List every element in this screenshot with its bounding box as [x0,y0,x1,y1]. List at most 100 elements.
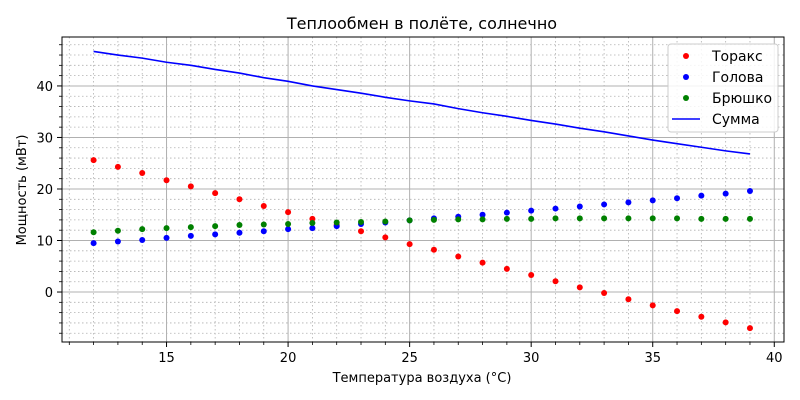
data-point [114,227,121,234]
data-point [674,195,681,202]
data-point [406,217,413,224]
plot-area [61,36,785,343]
legend-dot-marker [683,53,689,59]
y-tick-label: 20 [36,183,53,198]
data-point [528,207,535,214]
y-axis-label: Мощность (мВт) [15,135,30,246]
x-axis: 15 20 25 30 35 40 [68,342,783,366]
data-point [260,221,267,228]
x-tick-label: 15 [158,351,175,366]
x-tick-label: 35 [644,351,661,366]
legend-label: Брюшко [712,91,772,107]
axes-frame [61,36,785,343]
data-point [455,253,462,260]
data-point [503,265,510,272]
data-point [285,221,292,228]
data-point [309,225,316,232]
data-point [698,313,705,320]
data-point [90,240,97,247]
data-point [625,215,632,222]
legend-label: Торакс [711,49,763,65]
x-tick-label: 40 [766,351,783,366]
data-point [236,222,243,229]
data-point [163,177,170,184]
legend-label: Голова [712,70,763,86]
data-point [576,215,583,222]
data-point [358,228,365,235]
data-point [187,183,194,190]
data-point [746,188,753,195]
x-tick-label: 30 [523,351,540,366]
data-point [698,192,705,199]
series-Брюшко [90,215,753,236]
data-point [649,197,656,204]
legend-item: Сумма [672,112,760,128]
legend: Торакс Голова Брюшко Сумма [667,43,779,133]
data-point [139,170,146,177]
chart-title: Теплообмен в полёте, солнечно [286,14,557,33]
data-point [114,238,121,245]
data-point [430,216,437,223]
data-point [625,296,632,303]
data-point [552,205,559,212]
data-point [333,219,340,226]
data-point [187,232,194,239]
data-point [382,218,389,225]
x-tick-label: 20 [280,351,297,366]
data-point [479,216,486,223]
data-point [722,190,729,197]
data-point [528,215,535,222]
y-tick-label: 30 [36,131,53,146]
data-point [698,215,705,222]
data-point [625,199,632,206]
legend-label: Сумма [712,112,760,128]
data-point [285,226,292,233]
x-tick-label: 25 [401,351,418,366]
data-point [528,272,535,279]
data-point [503,209,510,216]
y-axis: 0 10 20 30 40 [36,44,62,334]
legend-box [667,43,779,133]
y-tick-label: 0 [45,286,53,301]
legend-dot-marker [683,95,689,101]
data-point [479,211,486,218]
data-point [601,201,608,208]
legend-item: Торакс [683,49,763,65]
series-Сумма [93,50,751,155]
data-point [163,225,170,232]
legend-item: Голова [683,70,763,86]
data-point [382,234,389,241]
series-Торакс [90,157,753,332]
x-axis-label: Температура воздуха (°C) [332,371,512,386]
data-point [674,308,681,315]
data-point [503,215,510,222]
data-point [90,157,97,164]
data-point [309,215,316,222]
data-point [212,190,219,197]
data-point [722,319,729,326]
data-point [649,302,656,309]
data-point [187,224,194,231]
data-point [479,259,486,266]
data-point [139,236,146,243]
y-tick-label: 10 [36,235,53,250]
data-point [722,215,729,222]
data-point [430,246,437,253]
data-point [212,231,219,238]
data-point [358,218,365,225]
data-point [260,228,267,235]
data-point [576,284,583,291]
data-point [139,226,146,233]
legend-item: Брюшко [683,91,772,107]
data-point [746,325,753,332]
data-point [114,163,121,170]
data-point [285,209,292,216]
data-point [309,219,316,226]
data-point [260,202,267,209]
data-point [455,216,462,223]
data-point [236,196,243,203]
data-point [163,234,170,241]
data-point [746,215,753,222]
data-point [601,215,608,222]
